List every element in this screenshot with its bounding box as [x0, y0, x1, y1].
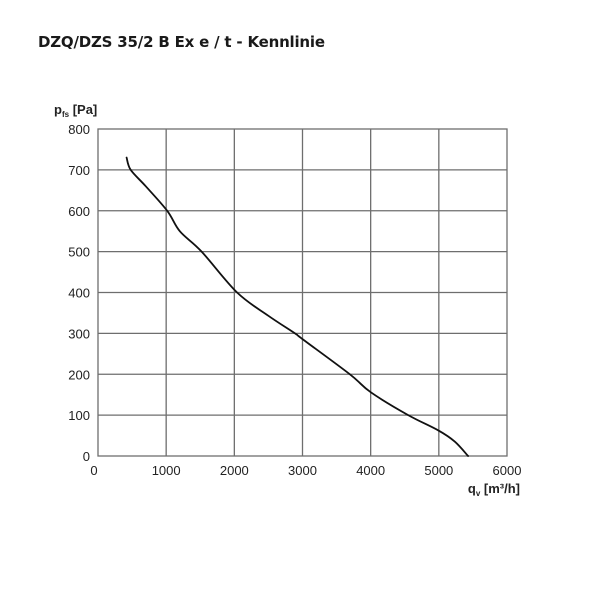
- x-tick-label: 0: [90, 463, 97, 478]
- y-tick-label: 100: [68, 408, 90, 423]
- x-tick-label: 1000: [152, 463, 181, 478]
- plot-frame: [97, 128, 508, 457]
- x-axis-label: qv [m³/h]: [468, 481, 520, 498]
- x-axis-ticks: 0 1000 2000 3000 4000 5000 6000: [90, 463, 521, 478]
- y-tick-label: 300: [68, 326, 90, 341]
- y-tick-label: 0: [83, 449, 90, 464]
- y-tick-label: 600: [68, 204, 90, 219]
- chart-title: DZQ/DZS 35/2 B Ex e / t - Kennlinie: [38, 33, 325, 51]
- x-tick-label: 5000: [424, 463, 453, 478]
- y-tick-label: 500: [68, 245, 90, 260]
- fan-characteristic-curve: [125, 156, 469, 457]
- y-axis-ticks: 0 100 200 300 400 500 600 700 800: [68, 122, 90, 464]
- x-tick-label: 3000: [288, 463, 317, 478]
- x-tick-label: 6000: [493, 463, 522, 478]
- x-tick-label: 4000: [356, 463, 385, 478]
- x-tick-label: 2000: [220, 463, 249, 478]
- grid-lines: [98, 129, 507, 456]
- y-axis-label: pfs [Pa]: [54, 102, 97, 119]
- y-tick-label: 700: [68, 163, 90, 178]
- y-tick-label: 800: [68, 122, 90, 137]
- y-tick-label: 400: [68, 286, 90, 301]
- y-tick-label: 200: [68, 367, 90, 382]
